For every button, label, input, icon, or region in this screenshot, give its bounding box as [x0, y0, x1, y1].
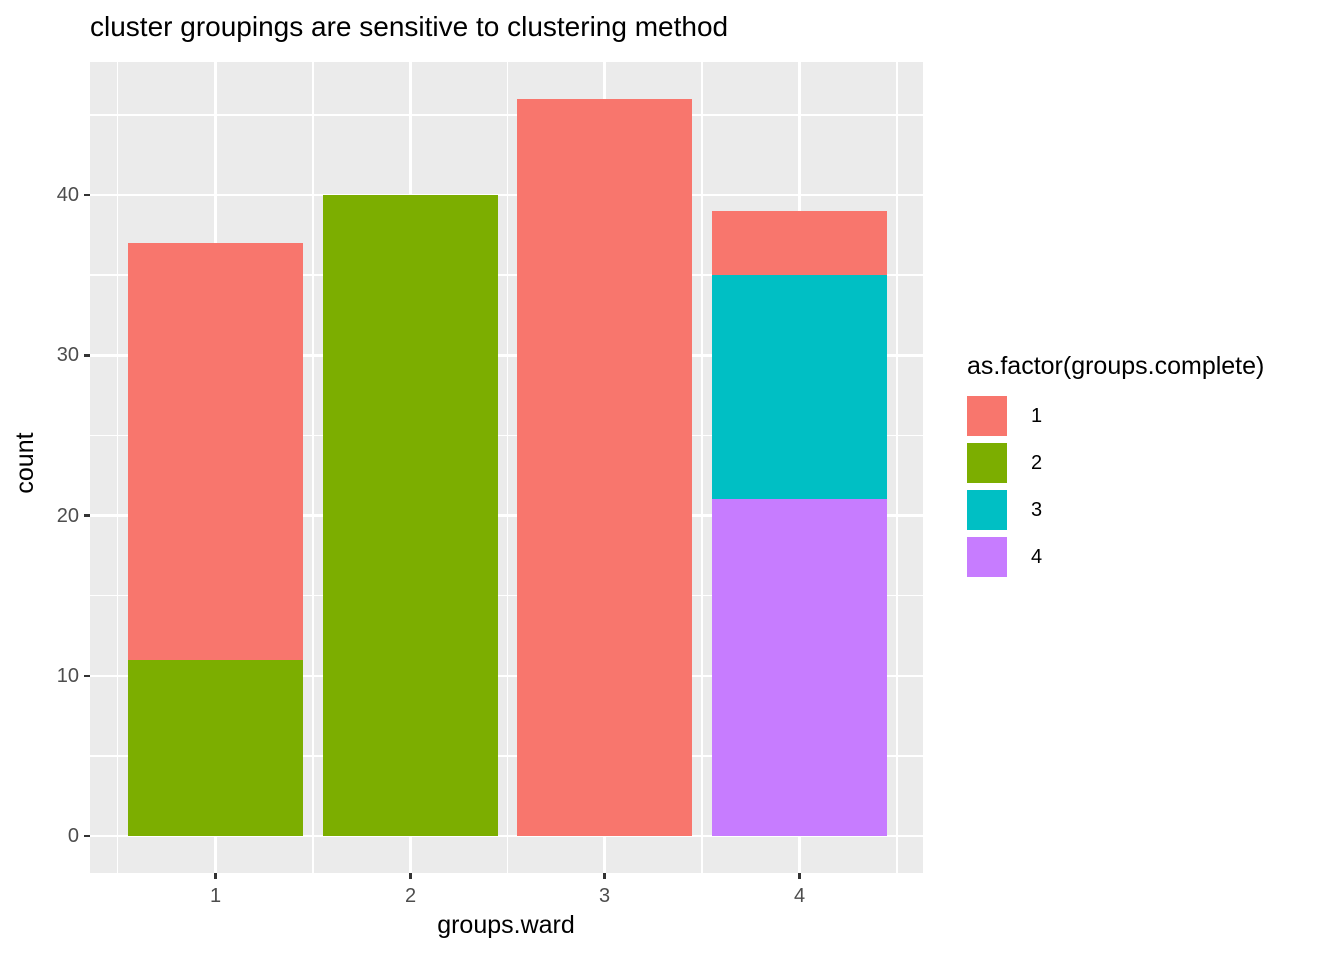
- gridline-minor-vertical: [506, 62, 509, 873]
- y-axis-title: count: [11, 432, 39, 494]
- gridline-major-horizontal: [90, 834, 923, 838]
- gridline-minor-horizontal: [90, 755, 923, 757]
- legend-entry-3: 3: [967, 490, 1264, 530]
- gridline-minor-horizontal: [90, 274, 923, 276]
- gridline-major-horizontal: [90, 354, 923, 357]
- plot-title: cluster groupings are sensitive to clust…: [90, 11, 729, 42]
- x-tick-mark: [409, 873, 412, 879]
- x-axis-title: groups.ward: [437, 911, 575, 939]
- bar-segment-group-1: [128, 243, 303, 660]
- x-tick-label: 4: [793, 885, 806, 907]
- legend-entry-2: 2: [967, 443, 1264, 483]
- legend-entry-1: 1: [967, 396, 1264, 436]
- bar-segment-group-2: [323, 195, 498, 836]
- x-tick-label: 2: [404, 885, 417, 907]
- legend: as.factor(groups.complete) 1 2 3 4: [967, 352, 1264, 584]
- bar-segment-group-1: [517, 98, 692, 836]
- gridline-minor-vertical: [312, 62, 314, 873]
- x-tick-mark: [603, 873, 606, 879]
- legend-entry-label: 2: [1031, 451, 1043, 474]
- y-tick-label: 20: [56, 504, 79, 527]
- legend-key-swatch: [967, 443, 1007, 483]
- legend-title: as.factor(groups.complete): [967, 352, 1265, 380]
- gridline-minor-vertical: [116, 62, 119, 873]
- gridline-minor-vertical: [896, 62, 898, 873]
- x-tick-label: 1: [209, 885, 222, 907]
- x-tick-label: 3: [598, 885, 611, 907]
- y-tick-label: 40: [56, 184, 79, 206]
- y-tick-mark: [84, 674, 90, 677]
- legend-key-swatch: [967, 396, 1007, 436]
- y-tick-mark: [84, 514, 90, 517]
- gridline-minor-horizontal: [90, 594, 923, 597]
- gridline-major-horizontal: [90, 193, 923, 197]
- y-tick-mark: [84, 354, 90, 357]
- gridline-minor-horizontal: [90, 114, 923, 116]
- y-tick-label: 30: [56, 344, 79, 367]
- legend-entry-label: 4: [1031, 545, 1043, 568]
- y-tick-mark: [84, 834, 90, 838]
- x-tick-mark: [214, 873, 217, 879]
- gridline-minor-horizontal: [90, 434, 923, 437]
- bar-segment-group-3: [712, 275, 887, 500]
- gridline-major-horizontal: [90, 674, 923, 677]
- bar-segment-group-4: [712, 499, 887, 836]
- legend-entry-label: 3: [1031, 498, 1043, 521]
- y-tick-label: 0: [67, 825, 79, 847]
- plot-panel: [90, 62, 923, 873]
- legend-entry-label: 1: [1031, 404, 1043, 427]
- gridline-major-horizontal: [90, 514, 923, 517]
- y-tick-mark: [84, 193, 90, 197]
- gridline-minor-vertical: [701, 62, 703, 873]
- legend-entries: 1 2 3 4: [967, 396, 1264, 577]
- legend-key-swatch: [967, 490, 1007, 530]
- bar-segment-group-2: [128, 659, 303, 836]
- legend-key-swatch: [967, 537, 1007, 577]
- bar-segment-group-1: [712, 211, 887, 276]
- y-tick-label: 10: [56, 664, 79, 687]
- legend-entry-4: 4: [967, 537, 1264, 577]
- x-tick-mark: [798, 873, 801, 879]
